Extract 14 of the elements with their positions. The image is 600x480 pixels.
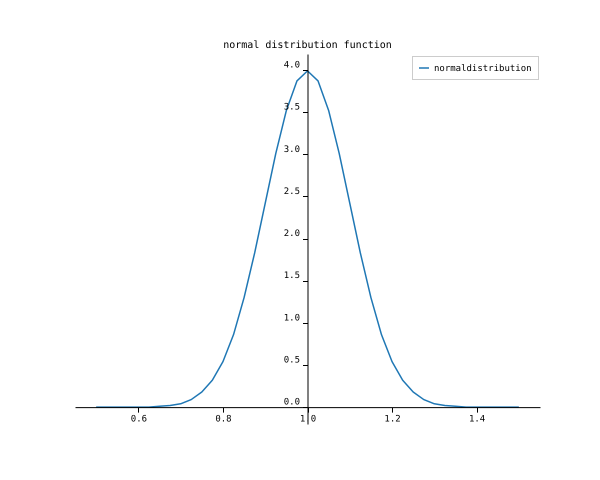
y-tick-label: 4.0 xyxy=(284,60,300,71)
y-tick-label: 0.5 xyxy=(284,356,300,366)
x-tick-label: 1.4 xyxy=(468,414,486,425)
x-tick-label: 1.2 xyxy=(384,414,401,425)
x-tick-label: 0.8 xyxy=(215,414,232,425)
y-tick-label: 1.0 xyxy=(284,313,300,324)
y-tick-label: 1.5 xyxy=(284,271,300,282)
x-tick-label: 0.6 xyxy=(130,414,148,425)
legend-label: normaldistribution xyxy=(434,64,532,74)
chart-title: normal distribution function xyxy=(223,40,392,51)
y-tick-label: 2.0 xyxy=(284,229,300,240)
y-tick-label: 0.0 xyxy=(284,398,300,408)
y-tick-label: 2.5 xyxy=(284,186,300,197)
y-tick-label: 3.0 xyxy=(284,144,300,155)
